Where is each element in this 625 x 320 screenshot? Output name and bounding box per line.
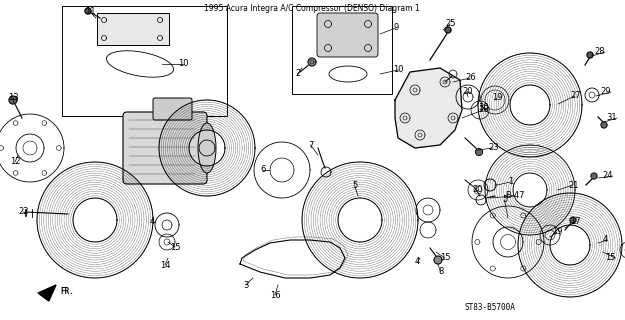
Text: 12: 12 [10, 157, 21, 166]
Text: 6: 6 [260, 165, 266, 174]
Text: 19: 19 [552, 228, 562, 236]
Text: 15: 15 [605, 253, 615, 262]
Text: 5: 5 [502, 196, 508, 204]
Text: 31: 31 [607, 114, 618, 123]
Polygon shape [38, 285, 56, 301]
Text: 7: 7 [308, 140, 313, 149]
Text: 13: 13 [8, 93, 19, 102]
Text: 4: 4 [602, 236, 608, 244]
Polygon shape [85, 8, 91, 14]
Polygon shape [587, 52, 593, 58]
Text: ST83-B5700A: ST83-B5700A [464, 303, 516, 313]
Text: FR.: FR. [60, 287, 74, 297]
Text: 4: 4 [150, 218, 155, 227]
Text: 23: 23 [488, 143, 499, 153]
Bar [62, 6, 227, 116]
FancyBboxPatch shape [123, 112, 207, 184]
Text: 26: 26 [465, 74, 476, 83]
Text: 15: 15 [170, 243, 181, 252]
Text: 28: 28 [595, 47, 605, 57]
Text: B-47: B-47 [505, 191, 524, 201]
Bar [292, 6, 392, 94]
FancyBboxPatch shape [317, 13, 378, 57]
Text: 10: 10 [178, 60, 189, 68]
Text: 9: 9 [393, 23, 398, 33]
Polygon shape [570, 217, 576, 223]
Text: 3: 3 [243, 281, 248, 290]
Polygon shape [591, 173, 597, 179]
Polygon shape [476, 148, 482, 156]
Text: 20: 20 [472, 186, 482, 195]
Text: 16: 16 [270, 291, 281, 300]
Text: 8: 8 [438, 268, 443, 276]
Text: 15: 15 [440, 253, 451, 262]
Text: 2: 2 [295, 69, 300, 78]
Text: 4: 4 [415, 258, 420, 267]
Text: 5: 5 [352, 180, 357, 189]
Text: 25: 25 [445, 20, 456, 28]
Text: 30: 30 [478, 103, 489, 113]
FancyBboxPatch shape [97, 13, 169, 45]
Polygon shape [308, 58, 316, 66]
Text: 21: 21 [568, 180, 579, 189]
Polygon shape [9, 96, 17, 104]
FancyBboxPatch shape [153, 98, 192, 120]
Text: 27: 27 [570, 92, 581, 100]
Text: 24: 24 [602, 172, 613, 180]
Text: 17: 17 [570, 218, 581, 227]
Polygon shape [445, 27, 451, 33]
Polygon shape [395, 68, 462, 148]
Text: 14: 14 [160, 260, 171, 269]
Text: 1: 1 [508, 178, 513, 187]
Text: 10: 10 [393, 66, 404, 75]
Text: 19: 19 [492, 93, 502, 102]
Ellipse shape [198, 123, 216, 173]
Text: 29: 29 [601, 87, 611, 97]
Text: 22: 22 [18, 207, 29, 217]
Text: 18: 18 [478, 106, 489, 115]
Text: 20: 20 [462, 87, 472, 97]
Text: 11: 11 [85, 7, 96, 17]
Text: 1995 Acura Integra A/C Compressor (DENSO) Diagram 1: 1995 Acura Integra A/C Compressor (DENSO… [204, 4, 420, 13]
Polygon shape [434, 256, 442, 264]
Polygon shape [601, 122, 607, 128]
